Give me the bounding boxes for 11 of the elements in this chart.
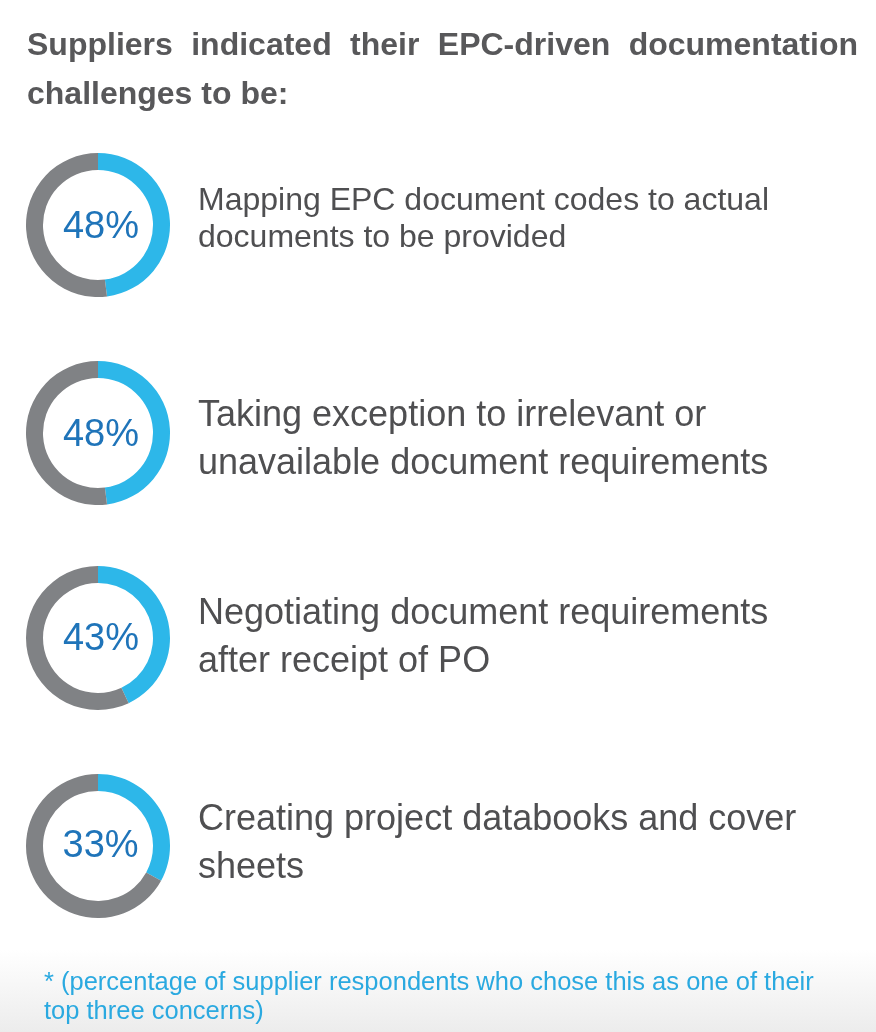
slice-label: Taking exception to irrelevant or unavailable document requirements [198,392,770,484]
data-label: 33% [62,823,139,866]
data-label: 48% [62,411,140,454]
text: Suppliers indicated their EPC-driven documentation challenges to be: [27,25,858,113]
text: * (percentage of supplier respondents who chose this as one of their top three concerns) [44,967,815,1025]
slice-label: Negotiating document requirements after receipt of PO [198,590,770,682]
data-label: 43% [62,616,139,659]
slice-label: Creating project databooks and cover sheets [198,796,798,888]
slice-label: Mapping EPC document codes to actual documents to be provided [198,181,770,255]
data-label: 48% [62,203,140,246]
donut-slice [26,774,162,918]
